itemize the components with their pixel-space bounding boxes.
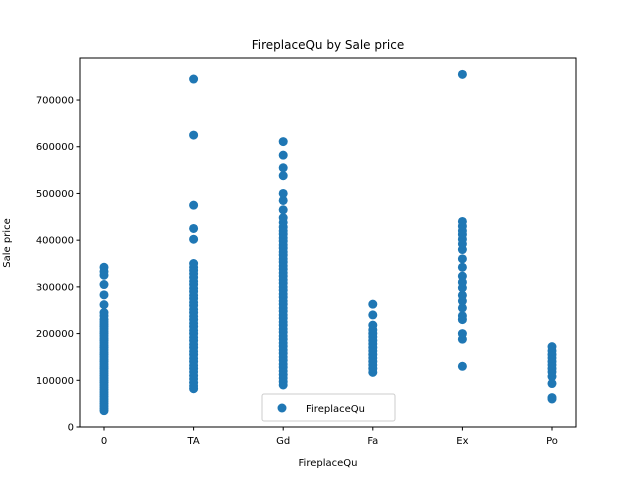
data-point — [278, 171, 288, 181]
data-point — [278, 205, 288, 215]
data-point — [457, 254, 467, 264]
data-point — [457, 329, 467, 339]
plot-background — [80, 58, 576, 427]
data-point — [189, 74, 199, 84]
data-point — [278, 213, 288, 223]
data-point — [457, 262, 467, 272]
x-axis-label: FireplaceQu — [299, 458, 358, 469]
plot-frame — [79, 57, 577, 428]
data-point — [547, 379, 557, 389]
y-tick-label: 300000 — [36, 282, 74, 293]
y-tick-label: 700000 — [36, 96, 74, 107]
legend-label: FireplaceQu — [306, 404, 365, 415]
y-tick-label: 0 — [68, 423, 74, 434]
y-tick-label: 100000 — [36, 376, 74, 387]
x-tick-label: Ex — [456, 436, 468, 447]
data-point — [457, 290, 467, 300]
chart-title: FireplaceQu by Sale price — [252, 38, 404, 52]
data-point — [547, 393, 557, 403]
data-point — [368, 320, 378, 330]
data-point — [457, 303, 467, 313]
data-point — [189, 223, 199, 233]
data-point — [457, 311, 467, 321]
x-tick-label: TA — [187, 436, 200, 447]
x-axis: 0 TA Gd Fa Ex Po — [101, 427, 558, 447]
data-point — [99, 290, 109, 300]
y-tick-label: 400000 — [36, 236, 74, 247]
x-tick-label: Po — [546, 436, 558, 447]
data-point — [278, 150, 288, 160]
y-tick-label: 200000 — [36, 329, 74, 340]
data-point — [189, 234, 199, 244]
data-point — [99, 280, 109, 290]
data-point — [457, 69, 467, 79]
data-point — [189, 259, 199, 269]
data-point — [189, 130, 199, 140]
x-tick-label: Gd — [276, 436, 290, 447]
data-point — [189, 200, 199, 210]
legend: FireplaceQu — [261, 393, 396, 422]
y-axis-label: Sale price — [2, 218, 13, 267]
data-point — [278, 195, 288, 205]
data-point — [99, 300, 109, 310]
y-tick-label: 600000 — [36, 142, 74, 153]
x-tick-label: 0 — [101, 436, 107, 447]
data-point — [278, 163, 288, 173]
data-point — [547, 342, 557, 352]
data-point — [368, 310, 378, 320]
data-point — [278, 188, 288, 198]
x-tick-label: Fa — [367, 436, 378, 447]
data-point — [457, 216, 467, 226]
data-point — [368, 299, 378, 309]
y-tick-label: 500000 — [36, 189, 74, 200]
data-point — [278, 137, 288, 147]
y-axis: 0 100000 200000 300000 400000 500000 600000 700… — [36, 96, 80, 434]
data-point — [99, 262, 109, 272]
data-point — [99, 308, 109, 318]
data-point — [457, 271, 467, 281]
legend-box — [261, 393, 396, 422]
data-point — [457, 361, 467, 371]
legend-marker — [277, 403, 287, 413]
scatter-points — [99, 69, 557, 416]
